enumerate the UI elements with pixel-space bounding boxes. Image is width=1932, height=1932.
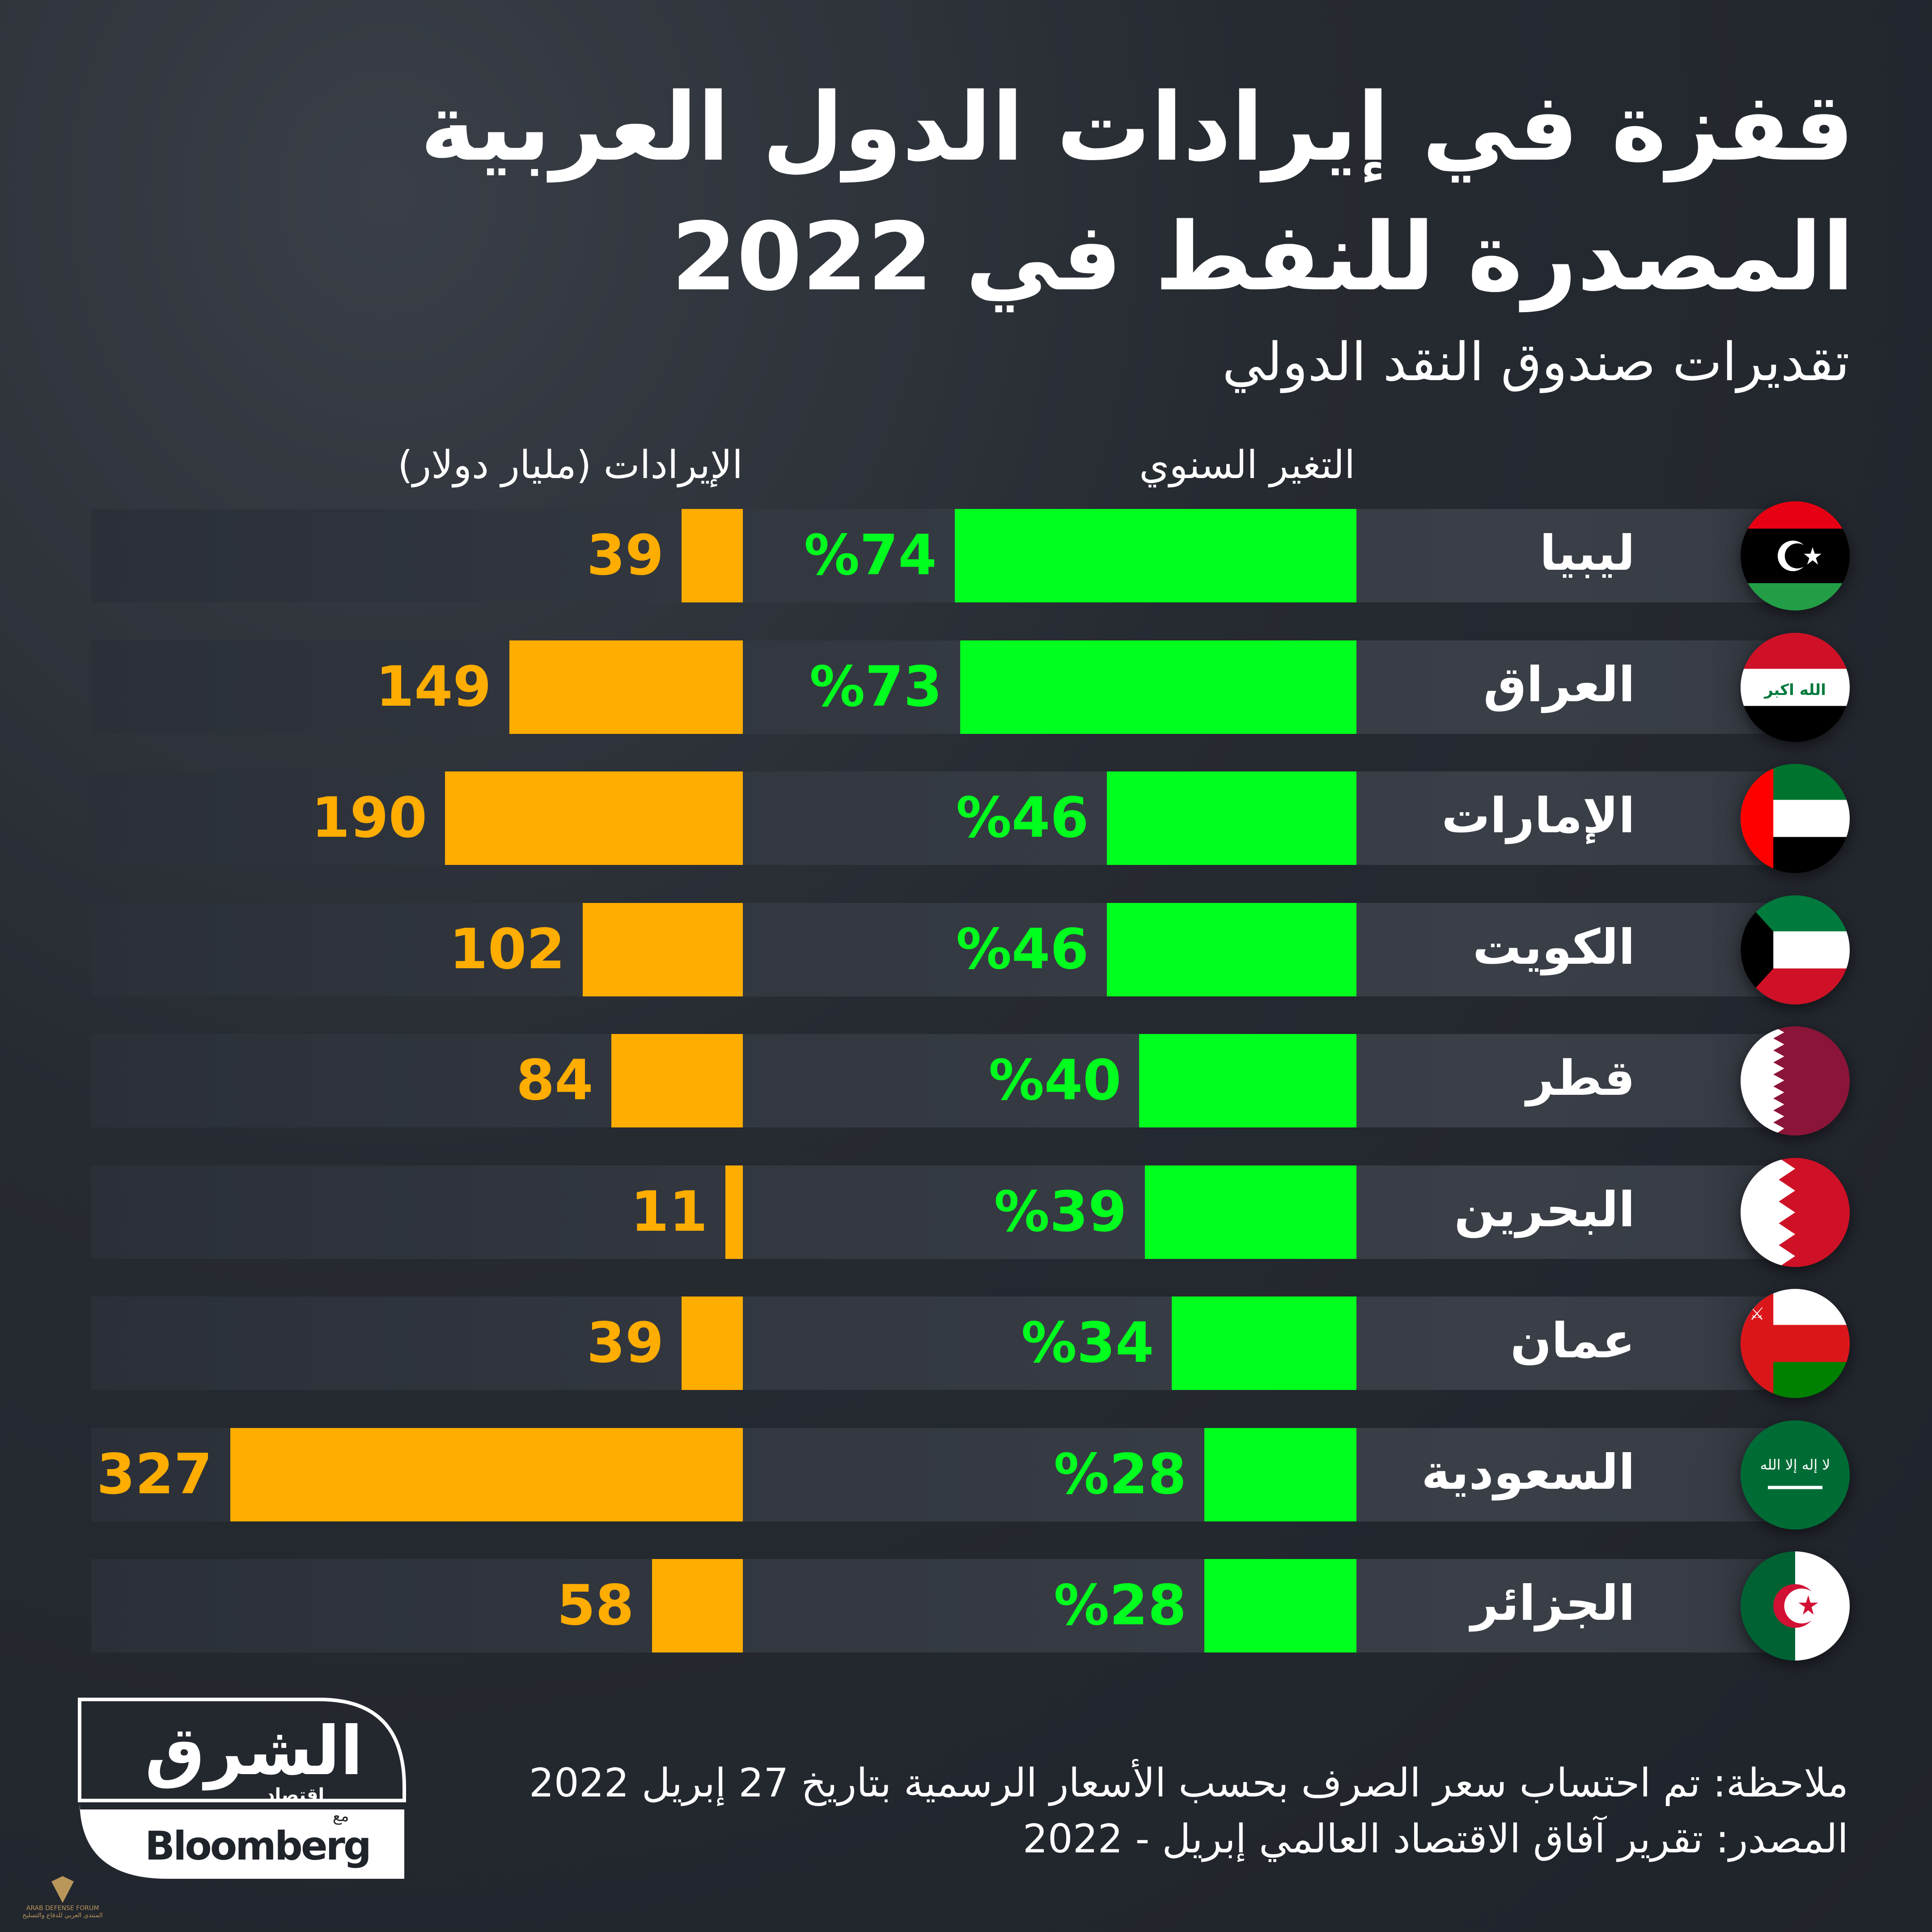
- bahrain-flag-icon: [1741, 1157, 1850, 1267]
- kuwait-flag-icon: [1741, 895, 1850, 1004]
- revenue-label: 190: [311, 786, 428, 850]
- change-bar: [960, 640, 1356, 734]
- revenue-label: 149: [375, 654, 491, 719]
- change-label: %46: [956, 917, 1089, 982]
- revenue-bar: [611, 1034, 743, 1127]
- country-name: الجزائر: [1470, 1576, 1635, 1631]
- change-bar: [1144, 1165, 1356, 1259]
- change-bar: [1204, 1559, 1356, 1652]
- watermark-ar: المنتدى العربي للدفاع والتسليح: [22, 1912, 103, 1919]
- algeria-flag-icon: [1741, 1551, 1850, 1661]
- watermark-en: ARAB DEFENSE FORUM: [26, 1905, 99, 1912]
- change-bar: [1139, 1034, 1356, 1127]
- libya-flag-icon: [1741, 501, 1850, 610]
- watermark: ARAB DEFENSE FORUM المنتدى العربي للدفاع…: [9, 1876, 116, 1919]
- asharq-bloomberg-logo: الشرق اقتصاد مع Bloomberg: [78, 1698, 407, 1879]
- logo-sub: اقتصاد: [266, 1785, 325, 1805]
- change-label: %28: [1054, 1442, 1187, 1507]
- saudi-flag-icon: لا إله إلا الله: [1741, 1420, 1850, 1530]
- revenue-bar: [682, 1296, 743, 1390]
- revenue-bar: [583, 902, 743, 996]
- revenue-bar: [509, 640, 743, 734]
- country-name: الكويت: [1473, 919, 1635, 975]
- change-label: %73: [809, 654, 942, 719]
- country-name: العراق: [1483, 657, 1635, 713]
- country-name: ليبيا: [1539, 525, 1635, 581]
- revenue-bar: [725, 1165, 743, 1259]
- iraq-flag-icon: الله اكبر: [1741, 632, 1850, 742]
- change-label: %28: [1054, 1573, 1187, 1638]
- table-row: %46 102 الكويت: [91, 902, 1848, 996]
- title-line-2: المصدرة للنفط في 2022: [671, 202, 1854, 312]
- revenue-bar: [682, 509, 743, 602]
- column-header-annual-change: التغير السنوي: [1139, 443, 1355, 487]
- watermark-shield-icon: [51, 1876, 74, 1903]
- svg-text:الله اكبر: الله اكبر: [1763, 681, 1826, 699]
- change-label: %74: [804, 523, 937, 588]
- revenue-label: 327: [97, 1442, 212, 1507]
- revenue-label: 11: [630, 1179, 708, 1244]
- table-row: %46 190 الإمارات: [91, 771, 1848, 865]
- country-name: عمان: [1510, 1313, 1635, 1369]
- change-bar: [1172, 1296, 1356, 1390]
- subtitle: تقديرات صندوق النقد الدولي: [1222, 331, 1850, 393]
- revenue-label: 102: [449, 917, 565, 982]
- change-label: %34: [1021, 1311, 1154, 1375]
- source: المصدر: تقرير آفاق الاقتصاد العالمي إبري…: [1022, 1816, 1848, 1862]
- country-name: البحرين: [1454, 1182, 1635, 1238]
- change-bar: [1204, 1428, 1356, 1521]
- revenue-bar: [445, 771, 743, 865]
- page-title: قفزة في إيرادات الدول العربية المصدرة لل…: [334, 63, 1854, 322]
- revenue-label: 58: [557, 1573, 634, 1638]
- change-bar: [1106, 902, 1356, 996]
- logo-with: مع: [333, 1807, 349, 1825]
- table-row: %40 84 قطر: [91, 1034, 1848, 1127]
- title-line-1: قفزة في إيرادات الدول العربية: [420, 72, 1854, 182]
- logo-partner: Bloomberg: [145, 1823, 372, 1869]
- revenue-label: 84: [516, 1048, 593, 1113]
- change-label: %40: [988, 1048, 1122, 1113]
- revenue-bar: [652, 1559, 743, 1652]
- table-row: %39 11 البحرين: [91, 1165, 1848, 1259]
- logo-name: الشرق: [145, 1712, 363, 1790]
- table-row: %73 149 العراق: [91, 640, 1848, 734]
- revenue-bar: [230, 1428, 743, 1521]
- country-name: السعودية: [1421, 1444, 1635, 1500]
- revenue-label: 39: [586, 523, 664, 588]
- country-name: قطر: [1526, 1051, 1635, 1106]
- change-bar: [1106, 771, 1356, 865]
- svg-text:لا إله إلا الله: لا إله إلا الله: [1760, 1457, 1830, 1473]
- revenue-label: 39: [586, 1311, 664, 1375]
- column-header-revenue: الإيرادات (مليار دولار): [398, 443, 743, 487]
- footnote: ملاحظة: تم احتساب سعر الصرف بحسب الأسعار…: [529, 1760, 1848, 1806]
- table-row: %74 39 ليبيا: [91, 509, 1848, 602]
- country-name: الإمارات: [1441, 788, 1635, 844]
- table-row: %34 39 عمان: [91, 1296, 1848, 1390]
- table-row: %28 58 الجزائر: [91, 1559, 1848, 1652]
- change-label: %39: [994, 1179, 1127, 1244]
- qatar-flag-icon: [1741, 1026, 1850, 1135]
- oman-flag-icon: ⚔: [1741, 1289, 1850, 1398]
- change-bar: [954, 509, 1356, 602]
- table-row: %28 327 السعودية: [91, 1428, 1848, 1521]
- change-label: %46: [956, 786, 1089, 850]
- uae-flag-icon: [1741, 764, 1850, 873]
